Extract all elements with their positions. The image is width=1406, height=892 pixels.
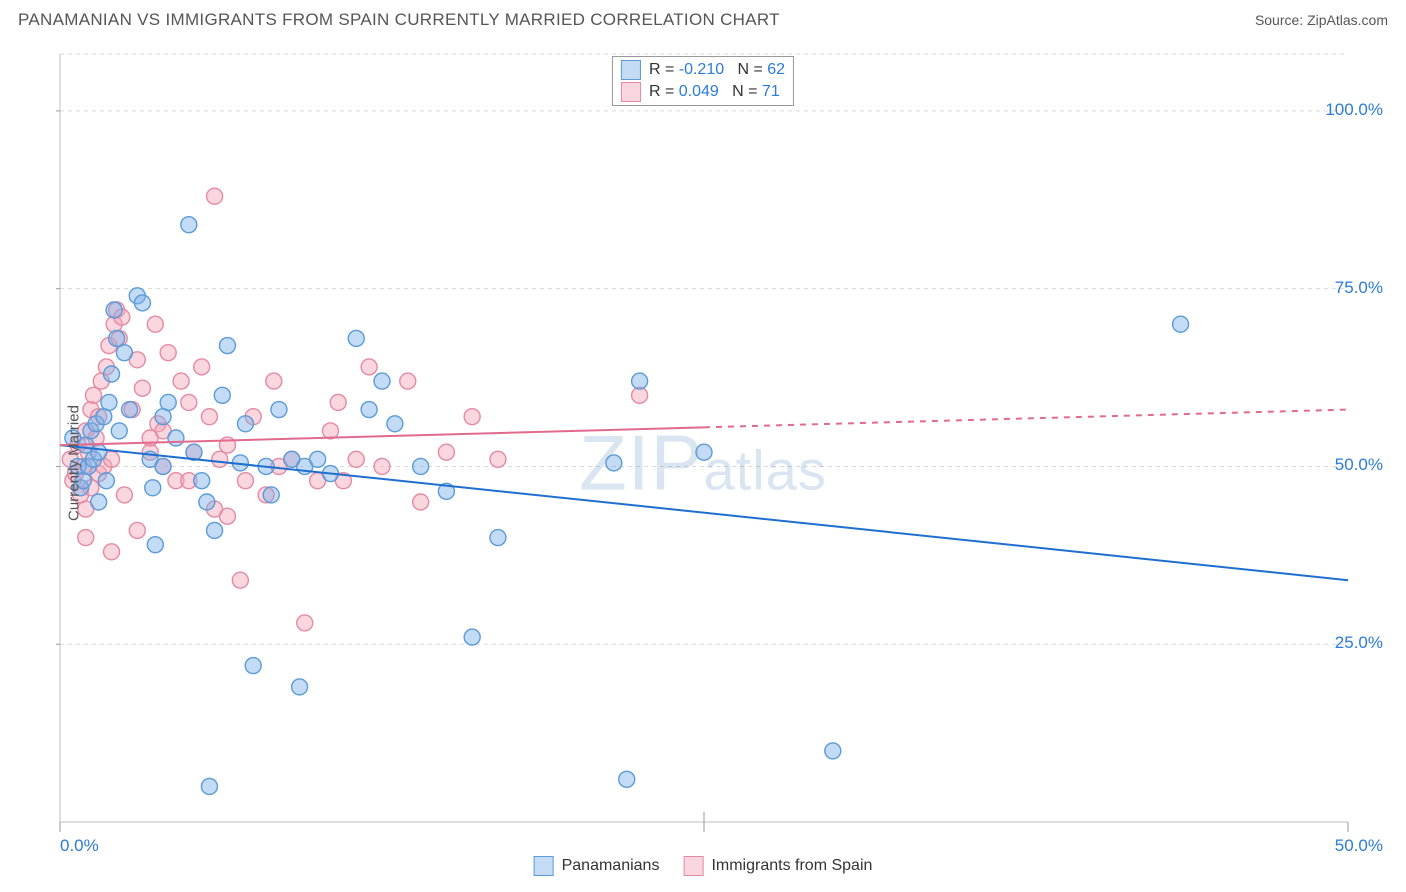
y-tick-label: 100.0% <box>1325 100 1383 120</box>
chart-header: PANAMANIAN VS IMMIGRANTS FROM SPAIN CURR… <box>0 0 1406 34</box>
y-tick-label: 75.0% <box>1335 278 1383 298</box>
legend-series-label: Immigrants from Spain <box>711 857 872 875</box>
legend-correlation: R = -0.210 N = 62 R = 0.049 N = 71 <box>612 56 794 106</box>
x-tick-label: 0.0% <box>60 836 99 856</box>
legend-swatch <box>621 60 641 80</box>
legend-series: Panamanians Immigrants from Spain <box>534 856 873 876</box>
legend-series-label: Panamanians <box>562 857 660 875</box>
legend-swatch <box>534 856 554 876</box>
legend-series-item: Panamanians <box>534 856 660 876</box>
y-axis-label: Currently Married <box>65 405 82 521</box>
scatter-plot-svg <box>18 44 1388 882</box>
legend-row: R = 0.049 N = 71 <box>621 81 785 103</box>
legend-swatch <box>683 856 703 876</box>
legend-swatch <box>621 82 641 102</box>
y-tick-label: 50.0% <box>1335 455 1383 475</box>
source-label: Source: <box>1255 12 1303 28</box>
legend-series-item: Immigrants from Spain <box>683 856 872 876</box>
source-credit: Source: ZipAtlas.com <box>1255 12 1388 28</box>
y-tick-label: 25.0% <box>1335 633 1383 653</box>
x-tick-label: 50.0% <box>1335 836 1383 856</box>
chart-area: Currently Married ZIPatlas R = -0.210 N … <box>18 44 1388 882</box>
legend-stat: R = -0.210 N = 62 <box>649 61 785 79</box>
chart-title: PANAMANIAN VS IMMIGRANTS FROM SPAIN CURR… <box>18 10 780 30</box>
legend-row: R = -0.210 N = 62 <box>621 59 785 81</box>
legend-stat: R = 0.049 N = 71 <box>649 83 780 101</box>
source-value: ZipAtlas.com <box>1307 12 1388 28</box>
